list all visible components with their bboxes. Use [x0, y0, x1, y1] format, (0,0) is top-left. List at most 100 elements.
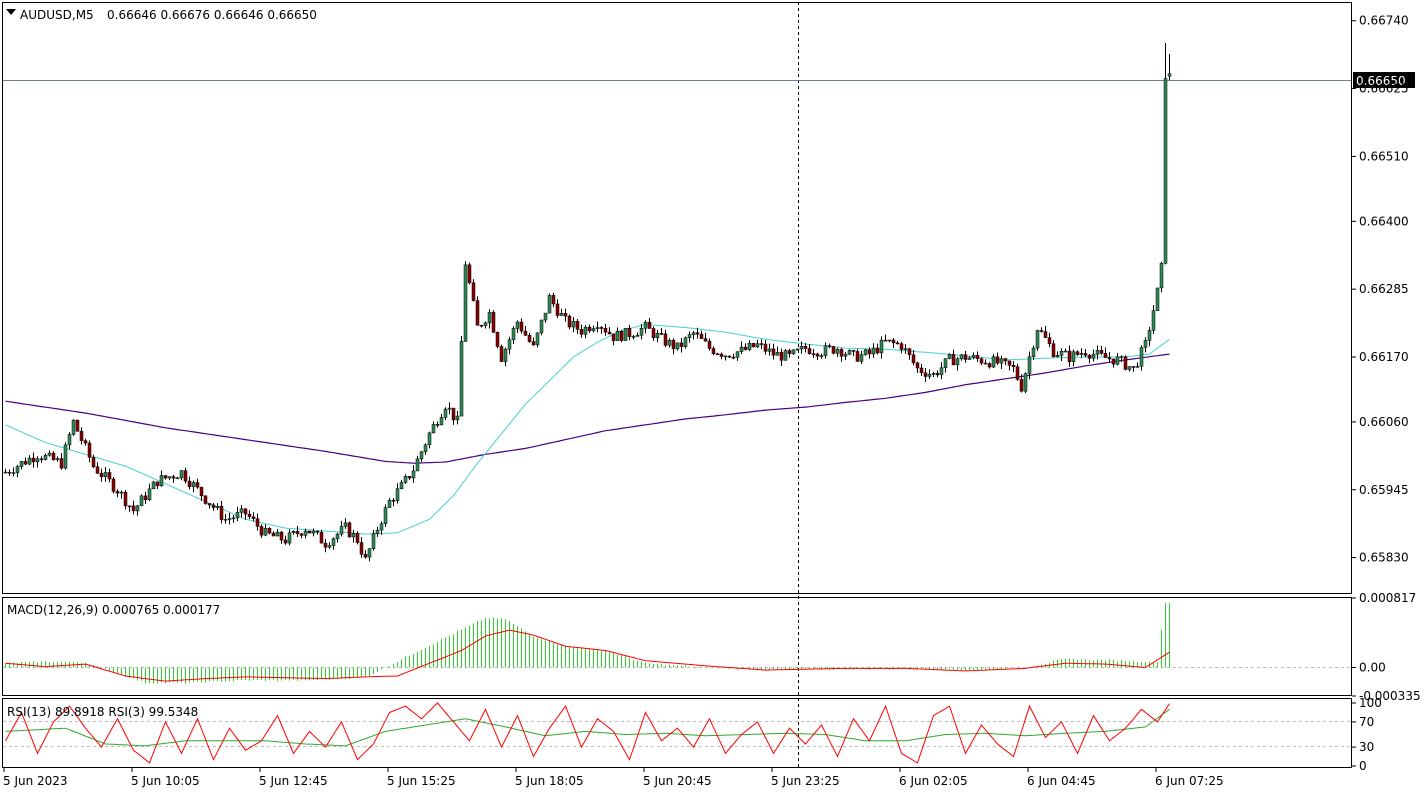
candle-body: [879, 339, 884, 354]
candle-body: [1107, 357, 1112, 360]
candle-body: [275, 531, 280, 537]
candle-body: [631, 336, 636, 338]
candle-body: [759, 343, 764, 345]
price-panel[interactable]: AUDUSD,M5 0.66646 0.66676 0.66646 0.6665…: [2, 2, 1352, 768]
candle-body: [587, 326, 592, 332]
price-tick-label: 0.66510: [1359, 149, 1409, 163]
candle-body: [731, 356, 736, 359]
candle-body: [1119, 356, 1124, 358]
candle-body: [155, 481, 160, 487]
time-tick-label: 5 Jun 18:05: [515, 774, 584, 788]
candle-body: [179, 470, 184, 479]
time-tick-label: 5 Jun 2023: [3, 774, 68, 788]
time-tick-label: 5 Jun 23:25: [771, 774, 840, 788]
candle-body: [755, 343, 760, 348]
candle-body: [791, 349, 796, 354]
chart-header[interactable]: AUDUSD,M5 0.66646 0.66676 0.66646 0.6665…: [6, 8, 317, 22]
candle-body: [639, 327, 644, 336]
candle-body: [283, 539, 288, 544]
candle-body: [539, 319, 544, 334]
candle-body: [727, 355, 732, 358]
candle-body: [751, 343, 756, 348]
candle-body: [699, 333, 704, 339]
candle-body: [59, 458, 64, 469]
candle-body: [667, 339, 672, 346]
candle-body: [347, 522, 352, 538]
candle-body: [743, 346, 748, 350]
ma-slow-line: [5, 353, 1170, 464]
candle-body: [303, 530, 308, 536]
dropdown-triangle-icon[interactable]: [6, 9, 16, 15]
candle-body: [431, 424, 436, 434]
candle-body: [251, 516, 256, 519]
candle-body: [31, 457, 36, 463]
candle-body: [987, 363, 992, 368]
candle-body: [119, 491, 124, 494]
candle-body: [399, 482, 404, 489]
candle-body: [263, 527, 268, 536]
candle-body: [835, 349, 840, 354]
candle-body: [219, 505, 224, 520]
candle-body: [495, 332, 500, 347]
candle-body: [811, 353, 816, 355]
rsi-tick-label: 0: [1359, 759, 1367, 773]
candle-body: [319, 531, 324, 544]
candle-body: [171, 476, 176, 479]
candle-body: [395, 488, 400, 502]
candle-body: [803, 346, 808, 349]
candle-body: [939, 367, 944, 376]
candle-body: [903, 348, 908, 350]
candle-body: [99, 472, 104, 477]
candle-body: [707, 340, 712, 349]
candle-body: [1127, 366, 1132, 370]
price-tick-label: 0.66625: [1359, 82, 1409, 96]
candle-body: [1007, 360, 1012, 366]
symbol-label: AUDUSD,M5: [20, 8, 94, 22]
candle-body: [663, 333, 668, 346]
candle-body: [767, 348, 772, 352]
candle-body: [883, 339, 888, 342]
candle-body: [75, 419, 80, 432]
price-tick-label: 0.66060: [1359, 415, 1409, 429]
candle-body: [423, 444, 428, 453]
candle-body: [1071, 351, 1076, 362]
candle-body: [67, 434, 72, 446]
macd-axis: 0.000817 0.00 -0.000335: [1352, 591, 1421, 703]
candle-body: [203, 495, 208, 504]
candle-body: [851, 350, 856, 352]
rsi-panel[interactable]: RSI(13) 89.8918 RSI(3) 99.5348: [2, 698, 1352, 768]
candle-body: [907, 348, 912, 355]
candle-body: [547, 295, 552, 314]
candle-body: [235, 512, 240, 519]
candle-body: [891, 339, 896, 344]
candle-body: [1167, 73, 1172, 77]
candle-body: [1147, 330, 1152, 341]
time-tick-label: 5 Jun 10:05: [131, 774, 200, 788]
candle-body: [391, 500, 396, 502]
candle-body: [679, 342, 684, 347]
candle-body: [911, 354, 916, 364]
candle-body: [47, 452, 52, 456]
candle-body: [479, 325, 484, 327]
candle-body: [27, 457, 32, 465]
candle-body: [427, 432, 432, 446]
candle-body: [687, 334, 692, 338]
candle-body: [51, 452, 56, 460]
macd-panel[interactable]: MACD(12,26,9) 0.000765 0.000177: [2, 597, 1352, 696]
price-tick-label: 0.66285: [1359, 282, 1409, 296]
candle-body: [659, 333, 664, 335]
candle-body: [487, 312, 492, 324]
price-tick-label: 0.66400: [1359, 214, 1409, 228]
candle-body: [183, 470, 188, 482]
ma-fast-line: [5, 323, 1170, 535]
candle-body: [439, 417, 444, 426]
candle-body: [951, 354, 956, 366]
candle-body: [291, 531, 296, 533]
candle-body: [499, 346, 504, 362]
candle-body: [779, 352, 784, 361]
candle-body: [247, 513, 252, 518]
candle-body: [103, 472, 108, 477]
candle-body: [591, 328, 596, 332]
candle-body: [135, 505, 140, 512]
candle-body: [935, 373, 940, 376]
